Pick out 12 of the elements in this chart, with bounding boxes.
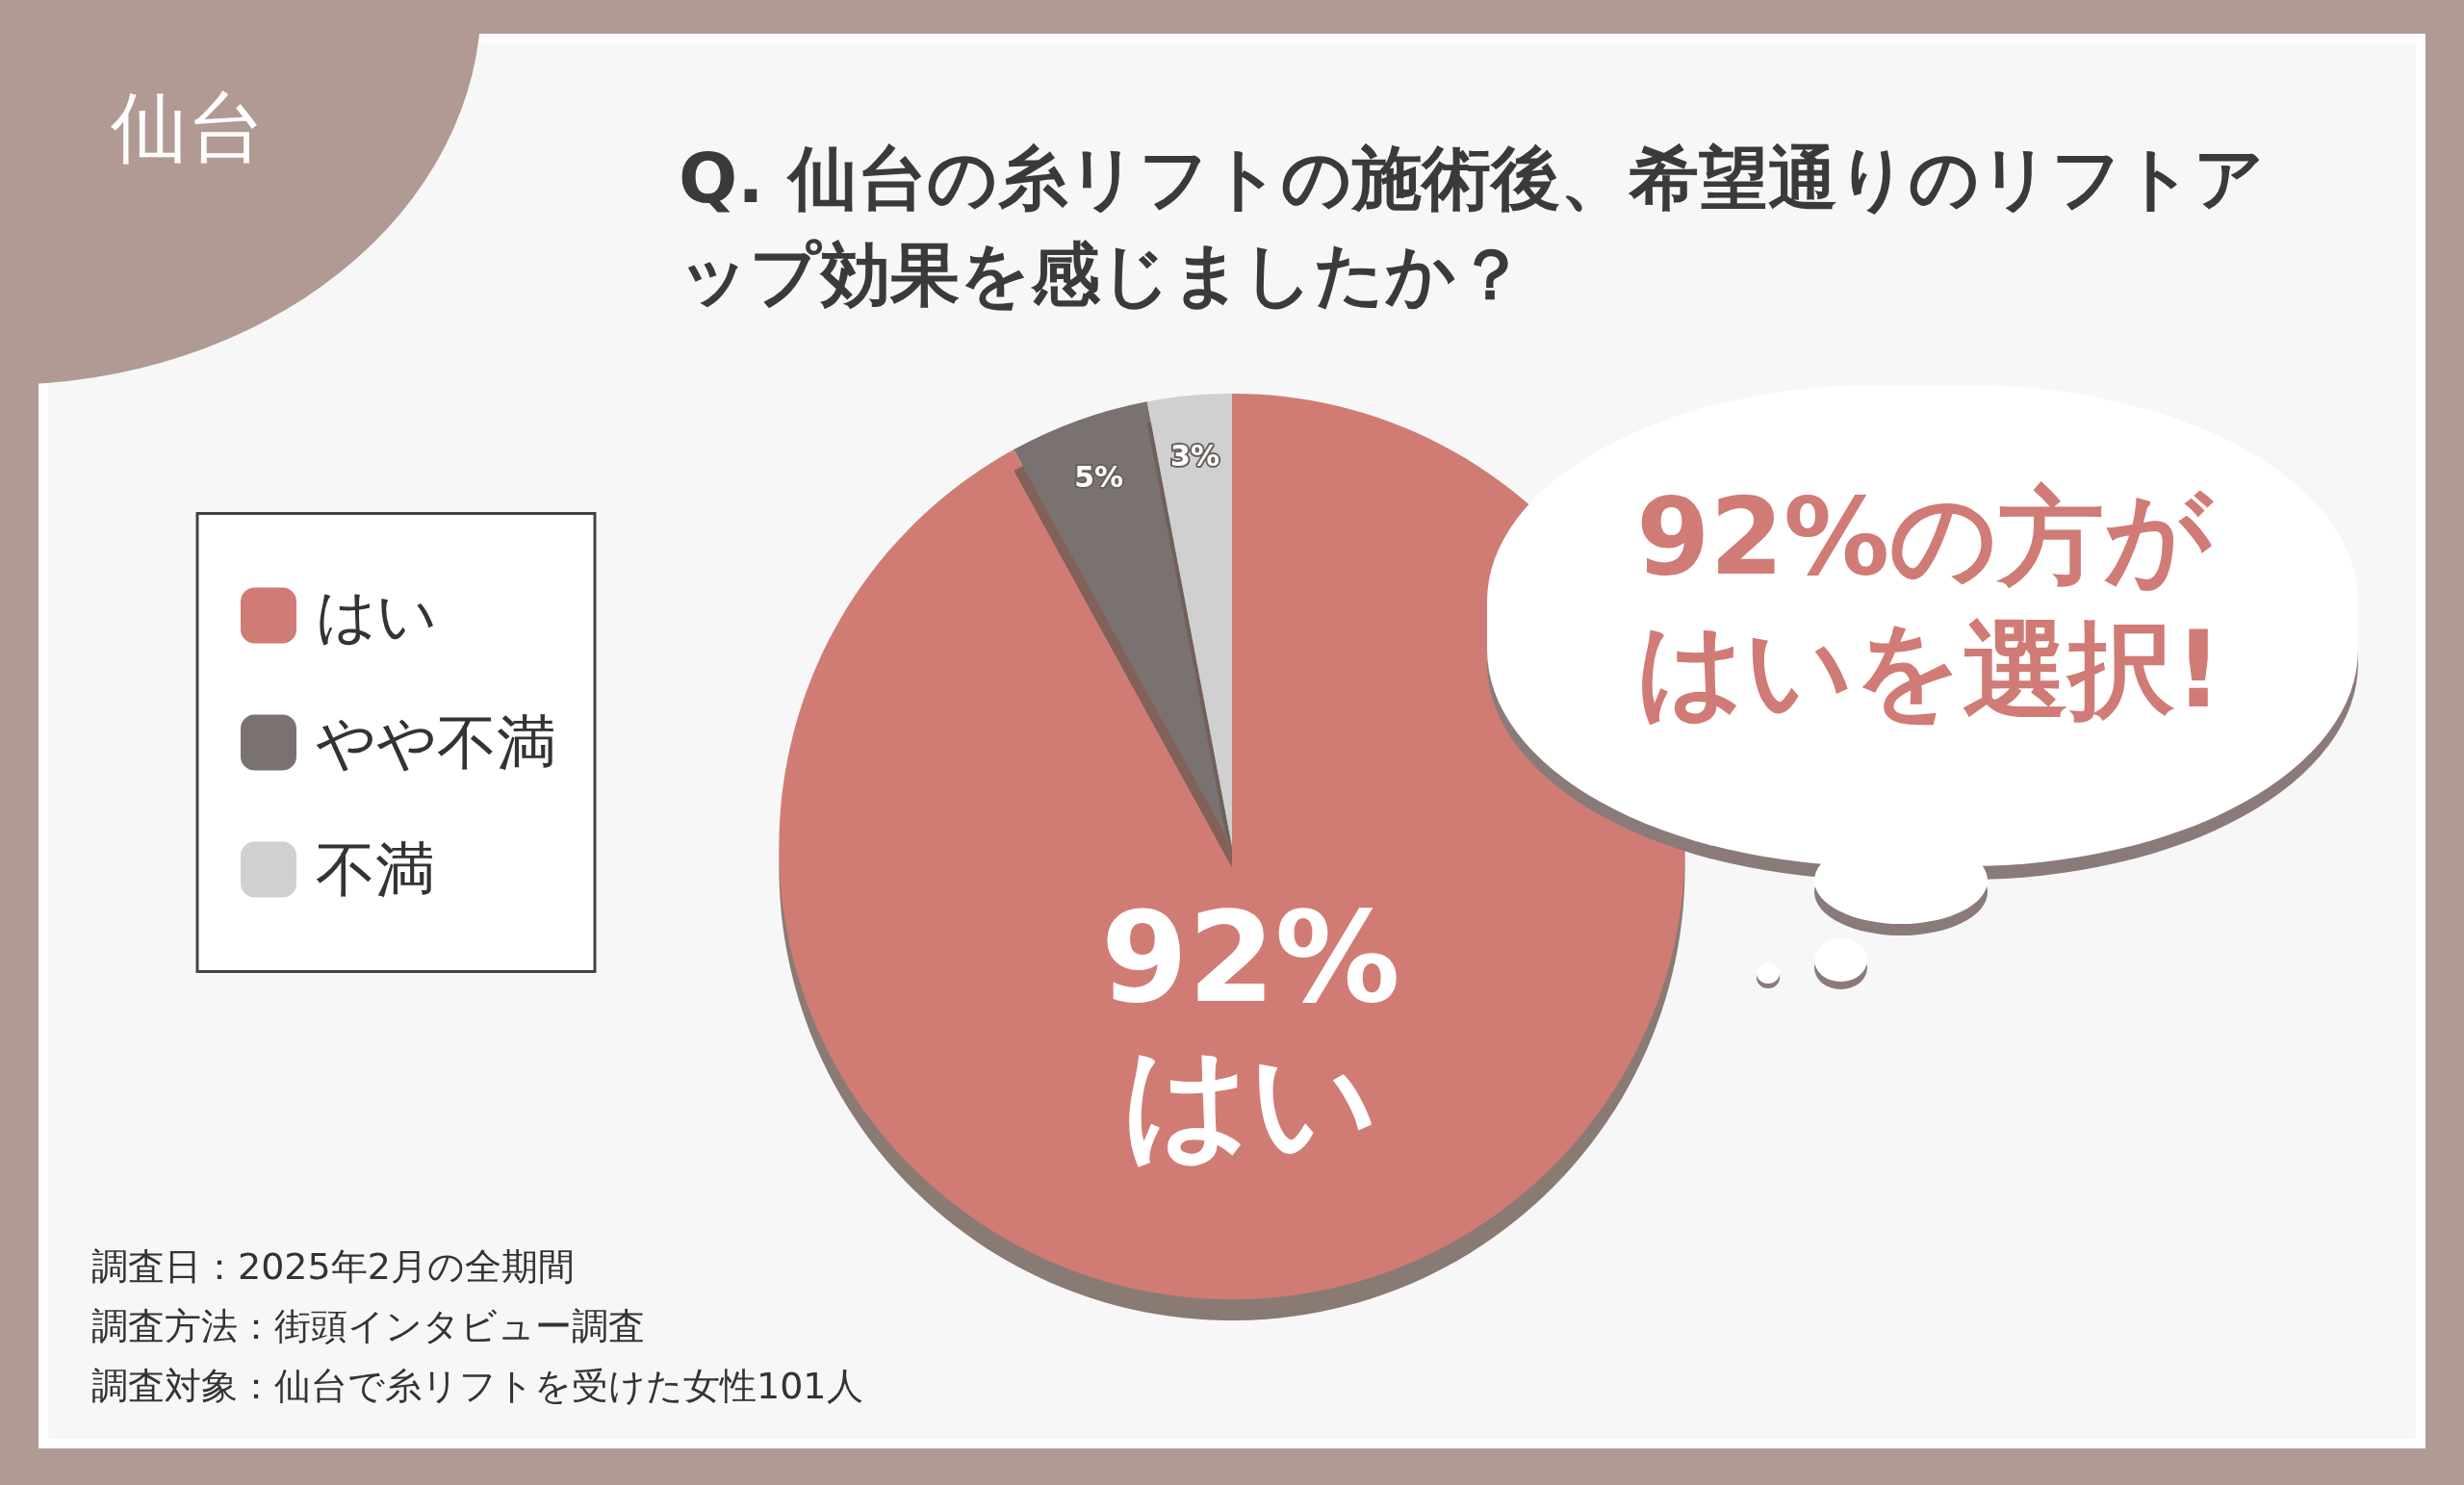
chart-title: Q. 仙台の糸リフトの施術後、希望通りのリフトアップ効果を感じましたか？ [679, 138, 2265, 315]
text: 仙台 [111, 82, 265, 174]
legend-label: やや不満 [316, 707, 556, 778]
data-label: 92% はい [1100, 884, 1400, 1176]
text: 調査日：2025年2月の全期間 [91, 1244, 576, 1290]
text: 調査対象：仙台で糸リフトを受けた女性101人 [91, 1364, 863, 1409]
text: 92%の方がはいを選択! [1636, 474, 2224, 733]
data-label: 3% [1170, 438, 1220, 473]
legend-label: はい [316, 580, 437, 651]
legend-label: 不満 [316, 834, 435, 905]
data-label: 5% [1074, 459, 1124, 494]
text: 調査方法：街頭インタビュー調査 [91, 1304, 646, 1349]
